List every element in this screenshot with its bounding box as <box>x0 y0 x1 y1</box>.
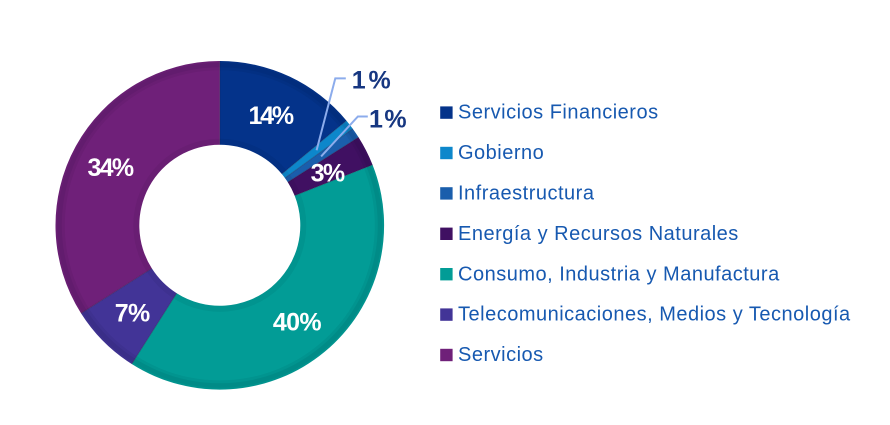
svg-text:3%: 3% <box>311 160 346 188</box>
svg-text:Telecomunicaciones, Medios y T: Telecomunicaciones, Medios y Tecnología <box>458 304 851 326</box>
svg-text:40%: 40% <box>273 308 322 336</box>
svg-text:Energía y Recursos Naturales: Energía y Recursos Naturales <box>458 223 739 245</box>
svg-text:Servicios Financieros: Servicios Financieros <box>458 102 659 124</box>
svg-text:1%: 1% <box>369 106 407 134</box>
svg-text:34%: 34% <box>88 154 135 182</box>
svg-text:Consumo, Industria y Manufactu: Consumo, Industria y Manufactura <box>458 263 780 285</box>
svg-text:7%: 7% <box>115 299 151 327</box>
svg-text:Infraestructura: Infraestructura <box>458 183 595 205</box>
svg-text:Servicios: Servicios <box>458 344 544 366</box>
svg-text:Gobierno: Gobierno <box>458 142 544 164</box>
svg-text:14%: 14% <box>249 102 295 130</box>
svg-text:1%: 1% <box>352 67 391 95</box>
